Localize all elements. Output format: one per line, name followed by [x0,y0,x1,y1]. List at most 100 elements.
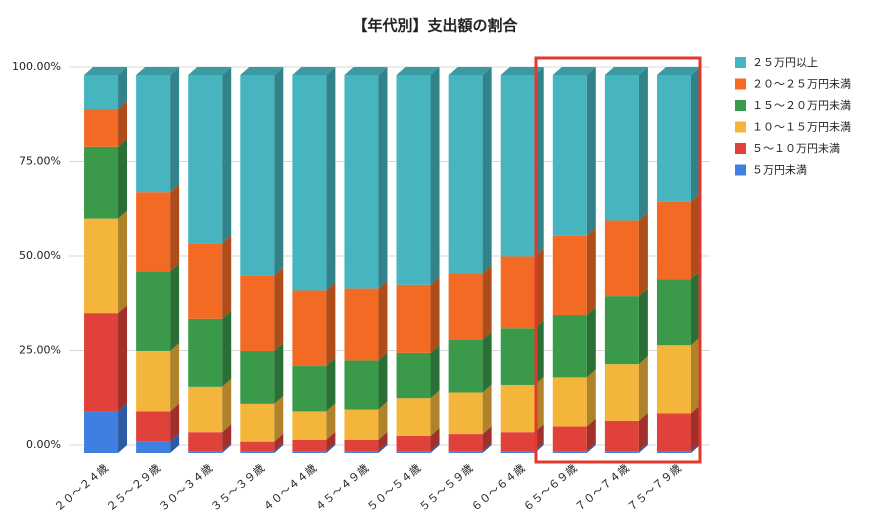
bar-side [690,67,700,202]
bar-segment [136,441,171,453]
y-tick-label: 75.00% [19,155,61,168]
bar-side [378,67,388,289]
bar-top [656,67,700,75]
bar-top [344,67,388,75]
bar-segment [448,75,483,274]
bar-segment [448,451,483,453]
bar-segment [656,279,691,346]
bar-side [586,369,596,427]
bar-segment [396,435,431,452]
bar-side [118,138,128,219]
bar-side [118,403,128,453]
bar-side [326,403,336,440]
bar-segment [136,271,171,351]
x-tick-label: ５５～５９歳 [417,462,476,514]
bar-side [222,378,232,433]
bar-side [170,67,180,193]
x-tick-label: ３０～３４歳 [156,462,215,514]
bar-side [274,433,284,452]
bar-side [274,267,284,351]
bar-side [222,235,232,319]
y-tick-label: 100.00% [12,60,61,73]
bar-segment [396,352,431,399]
bar-segment [136,411,171,442]
bar-segment [656,345,691,414]
bar-side [326,282,336,367]
bar-segment [188,386,223,433]
bar-segment [188,318,223,387]
bar-segment [448,273,483,340]
bar-side [430,344,440,399]
bar-segment [84,411,119,453]
bar-segment [292,366,327,412]
legend-swatch [735,164,746,176]
bar-top [188,67,232,75]
bar-segment [500,256,535,329]
x-tick-label: ２０～２４歳 [52,462,111,514]
bar-side [118,67,128,110]
bar-segment [240,403,275,442]
x-tick-label: ５０～５４歳 [364,462,423,514]
legend-label: ２５万円以上 [752,56,818,69]
bar-side [482,67,492,274]
bar-side [586,307,596,378]
legend-label: １０～１５万円未満 [752,121,851,134]
bar-side [378,443,388,453]
bar-side [326,67,336,291]
bar-segment [500,75,535,257]
bar-segment [656,75,691,202]
bar-segment [500,384,535,433]
bar-segment [604,451,639,453]
bar-side [482,384,492,435]
bar-segment [396,284,431,353]
bar-segment [656,413,691,452]
bar-side [222,424,232,452]
bar-side [586,227,596,316]
bar-segment [188,432,223,452]
bar-side [638,212,648,297]
bar-segment [604,296,639,365]
bar-side [326,443,336,453]
bar-segment [552,426,587,452]
legend-swatch [735,143,746,154]
bar-segment [656,201,691,280]
bar-top [396,67,440,75]
bar-segment [396,451,431,453]
bar-segment [84,313,119,412]
bar-side [378,280,388,361]
bar-side [586,443,596,453]
bar-side [430,390,440,436]
bar-segment [240,275,275,351]
bar-segment [552,235,587,316]
bar-segment [292,451,327,453]
x-tick-label: ４５～４９歳 [312,462,371,514]
bar-side [118,305,128,412]
bar-segment [500,451,535,453]
bar-side [170,433,180,453]
bar-top [448,67,492,75]
bar-segment [292,411,327,440]
bar-segment [604,420,639,452]
bar-segment [84,218,119,314]
bar-segment [552,75,587,236]
x-tick-label: ７５～７９歳 [625,462,684,514]
bar-side [326,431,336,452]
bar-segment [240,441,275,452]
bar-segment [240,451,275,453]
legend-label: ２０～２５万円未満 [752,78,851,91]
bar-segment [344,288,379,361]
bar-segment [240,75,275,276]
bar-side [482,331,492,393]
x-tick-label: ４０～４４歳 [260,462,319,514]
x-tick-label: ６５～６９歳 [521,462,580,514]
bar-side [430,427,440,452]
bar-top [500,67,544,75]
bar-side [222,310,232,387]
bar-side [690,193,700,280]
bar-side [690,405,700,452]
bar-side [430,443,440,453]
legend-swatch [735,57,746,68]
chart-title: 【年代別】支出額の割合 [352,17,518,35]
bar-top [136,67,180,75]
bar-segment [136,75,171,193]
